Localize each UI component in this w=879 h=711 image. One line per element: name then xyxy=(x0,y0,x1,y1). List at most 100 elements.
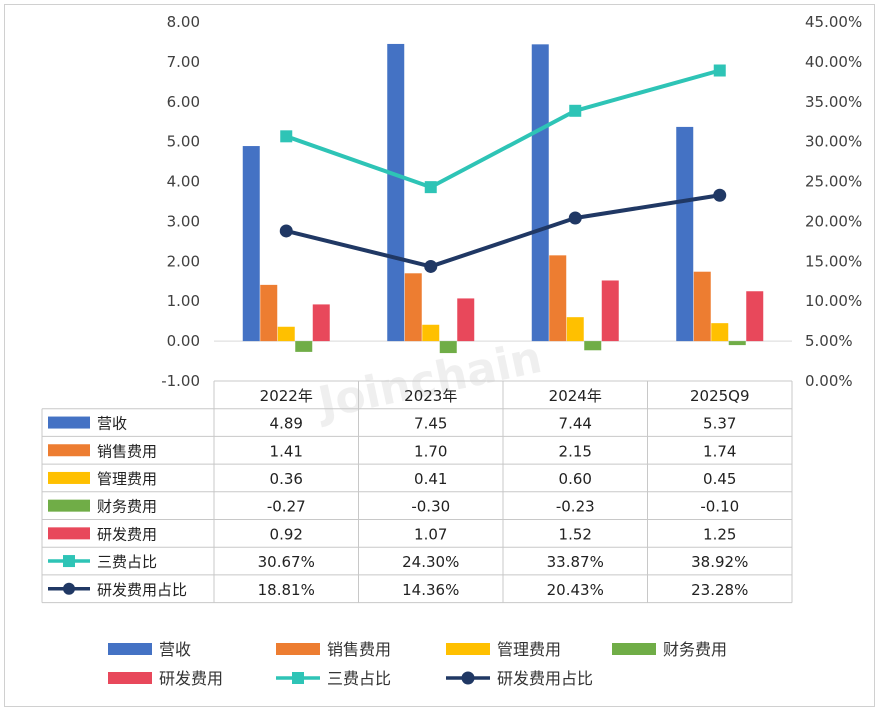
data-cell: 1.41 xyxy=(270,442,303,460)
y-right-tick: 40.00% xyxy=(805,53,862,71)
bar xyxy=(676,126,694,342)
bar xyxy=(242,146,260,342)
legend-marker xyxy=(292,672,304,684)
row-label: 营收 xyxy=(97,415,127,433)
line-point xyxy=(424,259,438,273)
bar xyxy=(693,271,711,342)
data-cell: -0.10 xyxy=(700,498,739,516)
bar xyxy=(404,273,422,342)
data-cell: 18.81% xyxy=(258,581,315,599)
line-point xyxy=(280,130,293,143)
series-line xyxy=(285,193,721,269)
legend-label: 研发费用 xyxy=(159,669,223,688)
legend-swatch xyxy=(612,643,656,655)
y-right-tick: 30.00% xyxy=(805,133,862,151)
data-cell: 5.37 xyxy=(703,415,736,433)
line-point xyxy=(713,188,727,202)
legend-swatch xyxy=(108,643,152,655)
data-cell: 1.52 xyxy=(559,525,592,543)
row-legend-swatch xyxy=(48,471,90,484)
data-cell: 0.36 xyxy=(270,470,303,488)
category-label: 2022年 xyxy=(260,387,313,405)
chart-frame xyxy=(4,4,875,707)
y-right-tick: 10.00% xyxy=(805,292,862,310)
line-point xyxy=(569,104,582,117)
y-right-tick: 5.00% xyxy=(805,332,853,350)
bar xyxy=(549,255,567,342)
row-label: 研发费用占比 xyxy=(97,581,187,599)
legend-marker xyxy=(461,671,475,685)
data-cell: 38.92% xyxy=(691,553,748,571)
data-cell: 14.36% xyxy=(402,581,459,599)
bar xyxy=(584,341,602,351)
legend-label: 管理费用 xyxy=(497,640,561,659)
bar xyxy=(277,326,295,342)
y-left-tick: -1.00 xyxy=(161,372,200,390)
y-left-tick: 6.00 xyxy=(167,93,200,111)
row-legend-marker xyxy=(63,555,75,568)
category-label: 2023年 xyxy=(404,387,457,405)
data-cell: -0.23 xyxy=(556,498,595,516)
data-cell: 1.25 xyxy=(703,525,736,543)
data-cell: 0.45 xyxy=(703,470,736,488)
data-cell: -0.27 xyxy=(267,498,306,516)
data-cell: 33.87% xyxy=(547,553,604,571)
y-right-tick: 15.00% xyxy=(805,252,862,270)
legend-label: 三费占比 xyxy=(327,669,391,688)
bar xyxy=(728,341,746,346)
y-left-tick: 2.00 xyxy=(167,252,200,270)
y-right-tick: 20.00% xyxy=(805,212,862,230)
category-label: 2024年 xyxy=(549,387,602,405)
data-cell: -0.30 xyxy=(411,498,450,516)
y-left-tick: 3.00 xyxy=(167,212,200,230)
bar xyxy=(260,284,278,342)
data-cell: 24.30% xyxy=(402,553,459,571)
line-point xyxy=(424,181,437,194)
bar xyxy=(746,291,764,342)
data-cell: 30.67% xyxy=(258,553,315,571)
legend-swatch xyxy=(108,672,152,684)
data-cell: 23.28% xyxy=(691,581,748,599)
category-label: 2025Q9 xyxy=(690,387,750,405)
series-line xyxy=(285,68,721,190)
y-left-tick: 5.00 xyxy=(167,133,200,151)
row-legend-swatch xyxy=(48,527,90,540)
y-left-tick: 0.00 xyxy=(167,332,200,350)
y-right-tick: 25.00% xyxy=(805,173,862,191)
bar xyxy=(439,341,457,354)
bar xyxy=(295,341,313,352)
legend-label: 研发费用占比 xyxy=(497,669,593,688)
bar xyxy=(457,298,475,342)
row-label: 研发费用 xyxy=(97,525,157,543)
bar xyxy=(531,44,549,342)
data-cell: 0.41 xyxy=(414,470,447,488)
data-cell: 2.15 xyxy=(559,442,592,460)
data-cell: 1.70 xyxy=(414,442,447,460)
data-cell: 7.45 xyxy=(414,415,447,433)
line-point xyxy=(568,211,582,225)
data-cell: 1.07 xyxy=(414,525,447,543)
bar xyxy=(601,280,619,342)
row-label: 管理费用 xyxy=(97,470,157,488)
bar xyxy=(711,323,729,342)
y-left-tick: 1.00 xyxy=(167,292,200,310)
y-left-tick: 8.00 xyxy=(167,13,200,31)
data-cell: 20.43% xyxy=(547,581,604,599)
legend-swatch xyxy=(276,643,320,655)
legend-label: 财务费用 xyxy=(663,640,727,659)
legend-swatch xyxy=(446,643,490,655)
row-legend-swatch xyxy=(48,499,90,512)
data-cell: 7.44 xyxy=(559,415,592,433)
y-right-tick: 45.00% xyxy=(805,13,862,31)
data-cell: 0.60 xyxy=(559,470,592,488)
legend-label: 销售费用 xyxy=(327,640,391,659)
data-cell: 0.92 xyxy=(270,525,303,543)
bar xyxy=(387,43,405,342)
data-cell: 1.74 xyxy=(703,442,736,460)
line-point xyxy=(713,64,726,77)
line-point xyxy=(279,224,293,238)
row-label: 销售费用 xyxy=(97,442,157,460)
bar xyxy=(422,324,440,342)
y-right-tick: 35.00% xyxy=(805,93,862,111)
